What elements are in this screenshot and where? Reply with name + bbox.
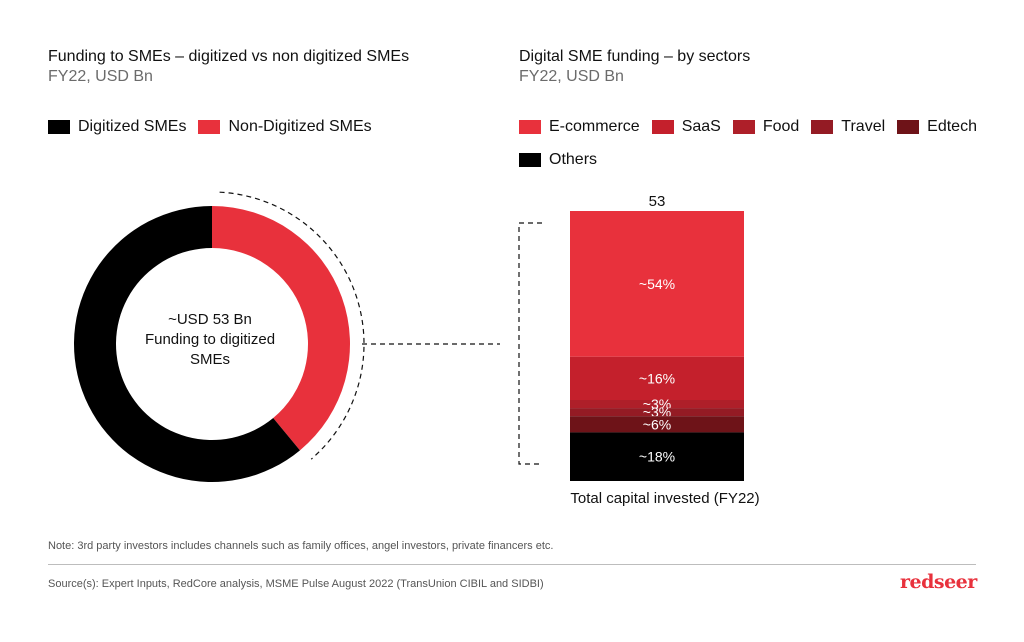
- stack-segment-saas: [570, 356, 744, 400]
- legend-label: Digitized SMEs: [78, 117, 187, 135]
- stack-segment-label: ~6%: [643, 416, 671, 432]
- stack-segment-others: [570, 432, 744, 481]
- legend-item-non-digitized: Non-Digitized SMEs: [198, 110, 372, 143]
- donut-chart: [74, 191, 500, 482]
- legend-swatch: [519, 152, 541, 167]
- legend-item-edtech: Edtech: [897, 110, 977, 143]
- stack-segment-e-commerce: [570, 211, 744, 357]
- footer-divider: [48, 564, 976, 565]
- donut-center-label: ~USD 53 Bn Funding to digitized SMEs: [140, 310, 280, 370]
- stack-chart-subtitle: FY22, USD Bn: [519, 68, 624, 85]
- stack-x-label: Total capital invested (FY22): [570, 490, 760, 507]
- stack-segment-edtech: [570, 416, 744, 433]
- donut-center-line: Funding to digitized: [144, 331, 276, 348]
- legend-label: Travel: [841, 117, 886, 135]
- donut-center-line: SMEs: [189, 351, 230, 368]
- legend-item-digitized: Digitized SMEs: [48, 110, 186, 143]
- stack-segment-travel: [570, 408, 744, 417]
- legend-swatch: [519, 119, 541, 134]
- stack-bracket: [518, 222, 542, 465]
- stack-segment-label: ~54%: [639, 276, 675, 292]
- stack-segment-label: ~16%: [639, 370, 675, 386]
- stacked-bar-chart: ~54%~16%~3%~3%~6%~18% 53: [518, 193, 744, 481]
- donut-center-line: ~USD 53 Bn: [168, 311, 252, 328]
- donut-slice-digitized-smes: [74, 206, 300, 482]
- footnote: Note: 3rd party investors includes chann…: [48, 540, 554, 552]
- stack-chart-title: Digital SME funding – by sectors: [519, 48, 751, 65]
- legend-swatch: [48, 119, 70, 134]
- legend-label: Food: [762, 117, 800, 135]
- legend-label: Others: [549, 150, 598, 168]
- donut-legend: Digitized SMEs Non-Digitized SMEs: [48, 110, 468, 143]
- stack-total-label: 53: [649, 193, 666, 210]
- legend-label: Edtech: [927, 117, 977, 135]
- legend-item-travel: Travel: [811, 110, 885, 143]
- donut-slices: [74, 206, 351, 482]
- legend-item-food: Food: [732, 110, 800, 143]
- stack-segments: ~54%~16%~3%~3%~6%~18%: [570, 211, 744, 481]
- legend-item-saas: SaaS: [651, 110, 721, 143]
- legend-swatch: [198, 119, 221, 134]
- legend-swatch: [651, 119, 674, 134]
- legend-item-others: Others: [519, 143, 597, 176]
- legend-label: E-commerce: [549, 117, 640, 135]
- donut-chart-subtitle: FY22, USD Bn: [48, 68, 153, 85]
- donut-bracket-arc: [219, 191, 365, 460]
- stack-segment-food: [570, 400, 744, 409]
- stack-segment-label: ~3%: [643, 396, 671, 412]
- donut-slice-non-digitized-smes: [212, 206, 351, 451]
- legend-swatch: [732, 119, 755, 134]
- legend-item-ecommerce: E-commerce: [519, 110, 640, 143]
- donut-chart-title: Funding to SMEs – digitized vs non digit…: [48, 48, 410, 65]
- legend-swatch: [811, 119, 834, 134]
- legend-label: Non-Digitized SMEs: [228, 117, 372, 135]
- legend-label: SaaS: [681, 117, 721, 135]
- source-text: Source(s): Expert Inputs, RedCore analys…: [48, 578, 544, 590]
- stack-segment-label: ~18%: [639, 449, 675, 465]
- stack-legend: E-commerce SaaS Food Travel Edtech Other…: [519, 110, 999, 176]
- brand-logo: redseer: [900, 571, 977, 593]
- legend-swatch: [897, 119, 920, 134]
- stack-segment-label: ~3%: [643, 404, 671, 420]
